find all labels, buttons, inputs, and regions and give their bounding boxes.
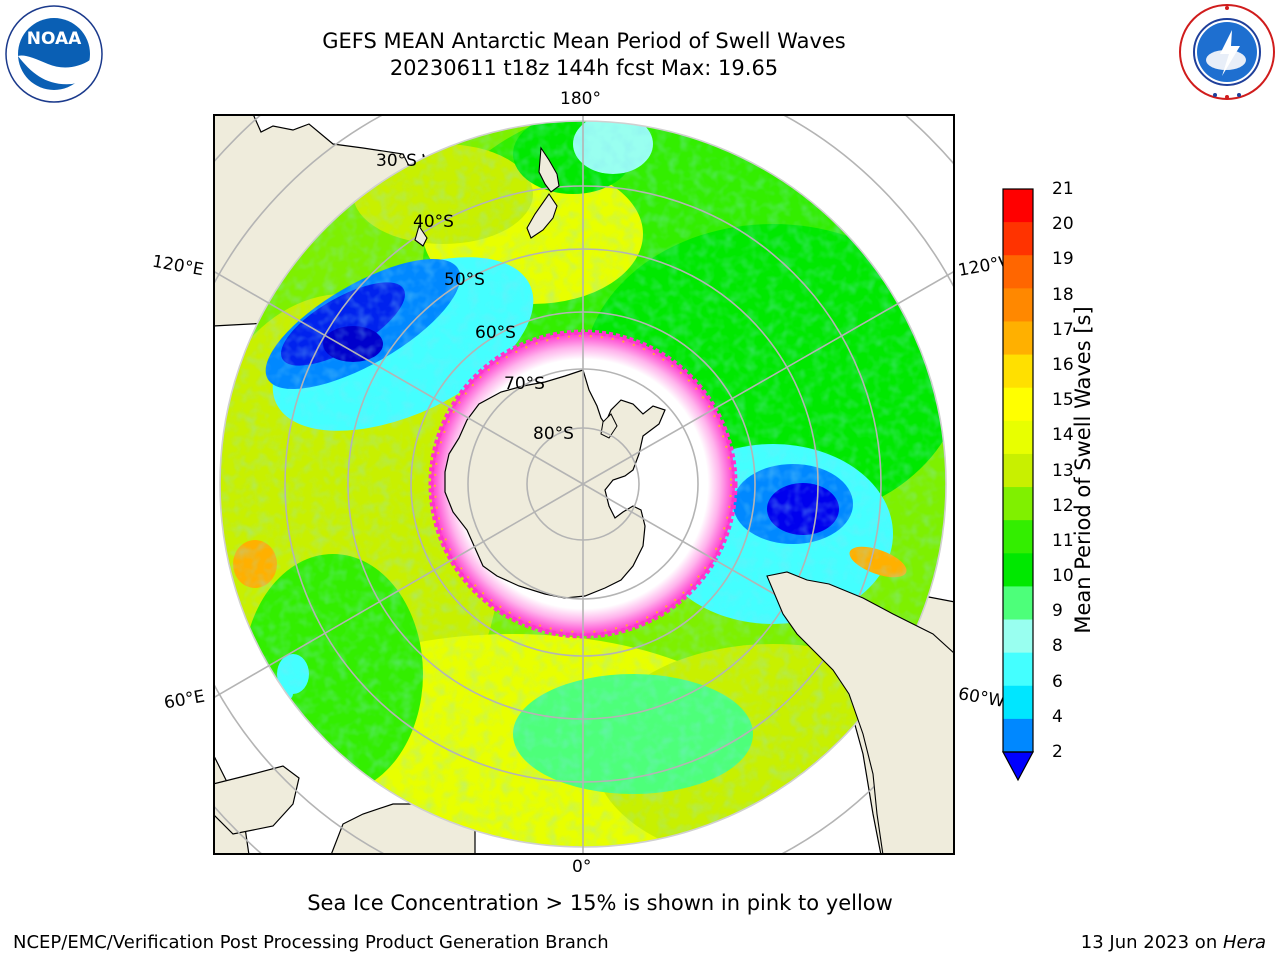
colorbar-segment <box>1003 255 1033 289</box>
colorbar-tick-label: 17 <box>1052 319 1074 340</box>
footer-right: 13 Jun 2023 on Hera <box>1081 932 1266 953</box>
colorbar-segment <box>1003 354 1033 389</box>
colorbar-segment <box>1003 718 1033 753</box>
colorbar-tick-label: 8 <box>1052 636 1063 657</box>
lon-label-60w: 60°W <box>956 684 1007 712</box>
colorbar-segment <box>1003 453 1033 488</box>
colorbar-tick-label: 19 <box>1052 249 1074 270</box>
colorbar-segment <box>1003 222 1033 256</box>
colorbar-segment <box>1003 387 1033 422</box>
colorbar-segment <box>1003 586 1033 621</box>
colorbar-tick-label: 4 <box>1052 706 1063 727</box>
lon-label-60e: 60°E <box>162 686 207 714</box>
nws-logo <box>1176 2 1278 102</box>
footer-left: NCEP/EMC/Verification Post Processing Pr… <box>13 932 609 953</box>
caption: Sea Ice Concentration > 15% is shown in … <box>307 891 893 915</box>
colorbar-tick-label: 18 <box>1052 284 1074 305</box>
lon-label-0: 0° <box>572 857 592 877</box>
lat-label-80s: 80°S <box>533 424 574 444</box>
colorbar-segment <box>1003 652 1033 687</box>
chart-subtitle: 20230611 t18z 144h fcst Max: 19.65 <box>389 56 779 80</box>
colorbar-tick-label: 2 <box>1052 742 1063 762</box>
lat-label-60s: 60°S <box>475 323 516 343</box>
lon-label-120e: 120°E <box>150 251 206 281</box>
colorbar-tick-label: 6 <box>1052 671 1063 692</box>
svg-text:NOAA: NOAA <box>27 29 82 49</box>
colorbar-tick-label: 15 <box>1052 390 1074 411</box>
lat-label-30s: 30°S <box>376 151 417 171</box>
lat-label-50s: 50°S <box>444 270 485 290</box>
colorbar-segment <box>1003 553 1033 587</box>
colorbar-extend-arrow <box>1001 751 1035 782</box>
colorbar-segment <box>1003 487 1033 521</box>
colorbar-tick-label: 20 <box>1052 214 1074 235</box>
chart-title: GEFS MEAN Antarctic Mean Period of Swell… <box>322 29 846 53</box>
footer-date: 13 Jun 2023 on <box>1080 932 1223 953</box>
colorbar-tick-label: 16 <box>1052 354 1074 375</box>
colorbar-tick-label: 21 <box>1052 179 1074 199</box>
colorbar-tick-label: 13 <box>1052 460 1074 481</box>
colorbar-segment <box>1003 288 1033 322</box>
colorbar-tick-label: 10 <box>1052 566 1074 587</box>
footer-machine: Hera <box>1222 932 1266 953</box>
colorbar-label: Mean Period of Swell Waves [s] <box>1071 306 1095 634</box>
lon-label-180: 180° <box>560 89 601 109</box>
colorbar-segment <box>1003 189 1033 223</box>
colorbar-segment <box>1003 520 1033 554</box>
colorbar-segment <box>1003 420 1033 455</box>
colorbar-segment <box>1003 685 1033 720</box>
colorbar-segment <box>1003 619 1033 654</box>
colorbar-tick-label: 9 <box>1052 601 1063 622</box>
map-panel <box>92 0 1074 960</box>
colorbar <box>1000 187 1040 783</box>
lat-label-40s: 40°S <box>413 212 454 232</box>
lat-label-70s: 70°S <box>504 374 545 394</box>
colorbar-tick-label: 12 <box>1052 495 1074 516</box>
noaa-logo: NOAA <box>2 4 106 104</box>
colorbar-segment <box>1003 321 1033 356</box>
colorbar-tick-label: 11 <box>1052 530 1074 551</box>
colorbar-tick-label: 14 <box>1052 425 1074 446</box>
